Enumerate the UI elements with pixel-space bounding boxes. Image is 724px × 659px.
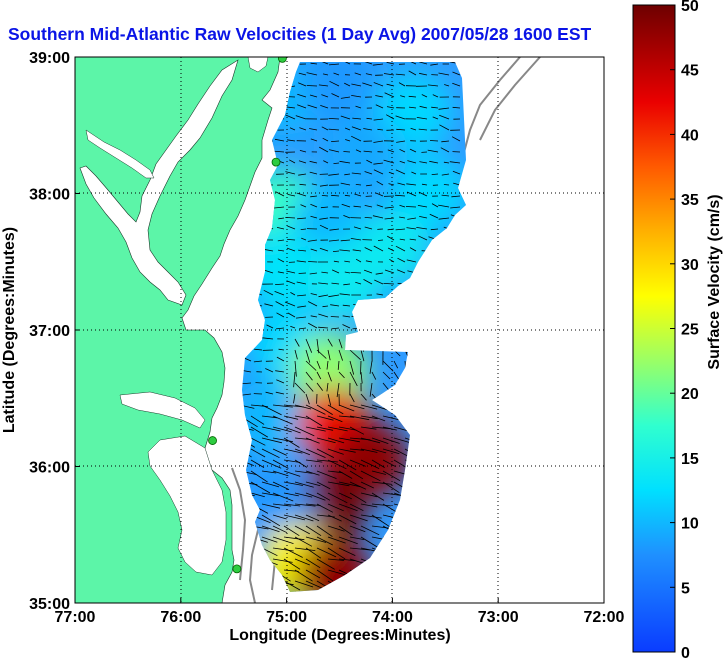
y-tick-label: 36:00 bbox=[29, 460, 70, 477]
y-tick-label: 39:00 bbox=[29, 50, 70, 67]
colorbar-tick-label: 10 bbox=[681, 516, 699, 533]
colorbar-tick-label: 15 bbox=[681, 451, 699, 468]
y-tick-label: 35:00 bbox=[29, 596, 70, 613]
x-tick-label: 72:00 bbox=[584, 609, 625, 626]
velocity-patch bbox=[391, 155, 466, 232]
y-tick-label: 38:00 bbox=[29, 187, 70, 204]
radar-site-marker bbox=[208, 436, 217, 445]
velocity-patch bbox=[375, 73, 452, 150]
x-tick-label: 77:00 bbox=[55, 609, 96, 626]
colorbar-tick-label: 45 bbox=[681, 63, 699, 80]
radar-site-marker bbox=[271, 157, 281, 167]
colorbar-tick-label: 50 bbox=[681, 0, 699, 15]
velocity-patch bbox=[290, 332, 367, 409]
velocity-patch bbox=[296, 537, 373, 592]
colorbar-tick-label: 5 bbox=[681, 580, 690, 597]
x-tick-label: 74:00 bbox=[372, 609, 413, 626]
chesapeake-bay bbox=[79, 59, 239, 306]
x-tick-label: 73:00 bbox=[478, 609, 519, 626]
map-title: Southern Mid-Atlantic Raw Velocities (1 … bbox=[8, 24, 592, 44]
colorbar-tick-label: 25 bbox=[681, 322, 699, 339]
velocity-patch bbox=[322, 114, 399, 191]
potomac-river bbox=[85, 129, 155, 179]
delaware-bay bbox=[247, 57, 269, 73]
x-tick-label: 75:00 bbox=[266, 609, 307, 626]
colorbar-tick-label: 20 bbox=[681, 386, 699, 403]
colorbar-label: Surface Velocity (cm/s) bbox=[706, 194, 723, 369]
map-grid bbox=[75, 57, 604, 603]
albemarle-sound bbox=[119, 391, 206, 429]
pamlico-sound bbox=[147, 435, 227, 576]
x-axis-label: Longitude (Degrees:Minutes) bbox=[229, 627, 450, 644]
x-tick-label: 76:00 bbox=[160, 609, 201, 626]
radar-site-marker bbox=[232, 564, 242, 574]
velocity-patch bbox=[242, 380, 309, 457]
colorbar-tick-label: 35 bbox=[681, 192, 699, 209]
land-mass bbox=[75, 57, 281, 603]
colorbar-tick-label: 40 bbox=[681, 127, 699, 144]
velocity-patch bbox=[301, 62, 378, 123]
y-axis-label: Latitude (Degrees:Minutes) bbox=[1, 227, 18, 433]
colorbar bbox=[632, 4, 676, 653]
radar-site-marker bbox=[277, 57, 287, 63]
y-tick-label: 37:00 bbox=[29, 323, 70, 340]
colorbar-tick-label: 30 bbox=[681, 257, 699, 274]
colorbar-tick-label: 0 bbox=[681, 645, 690, 659]
